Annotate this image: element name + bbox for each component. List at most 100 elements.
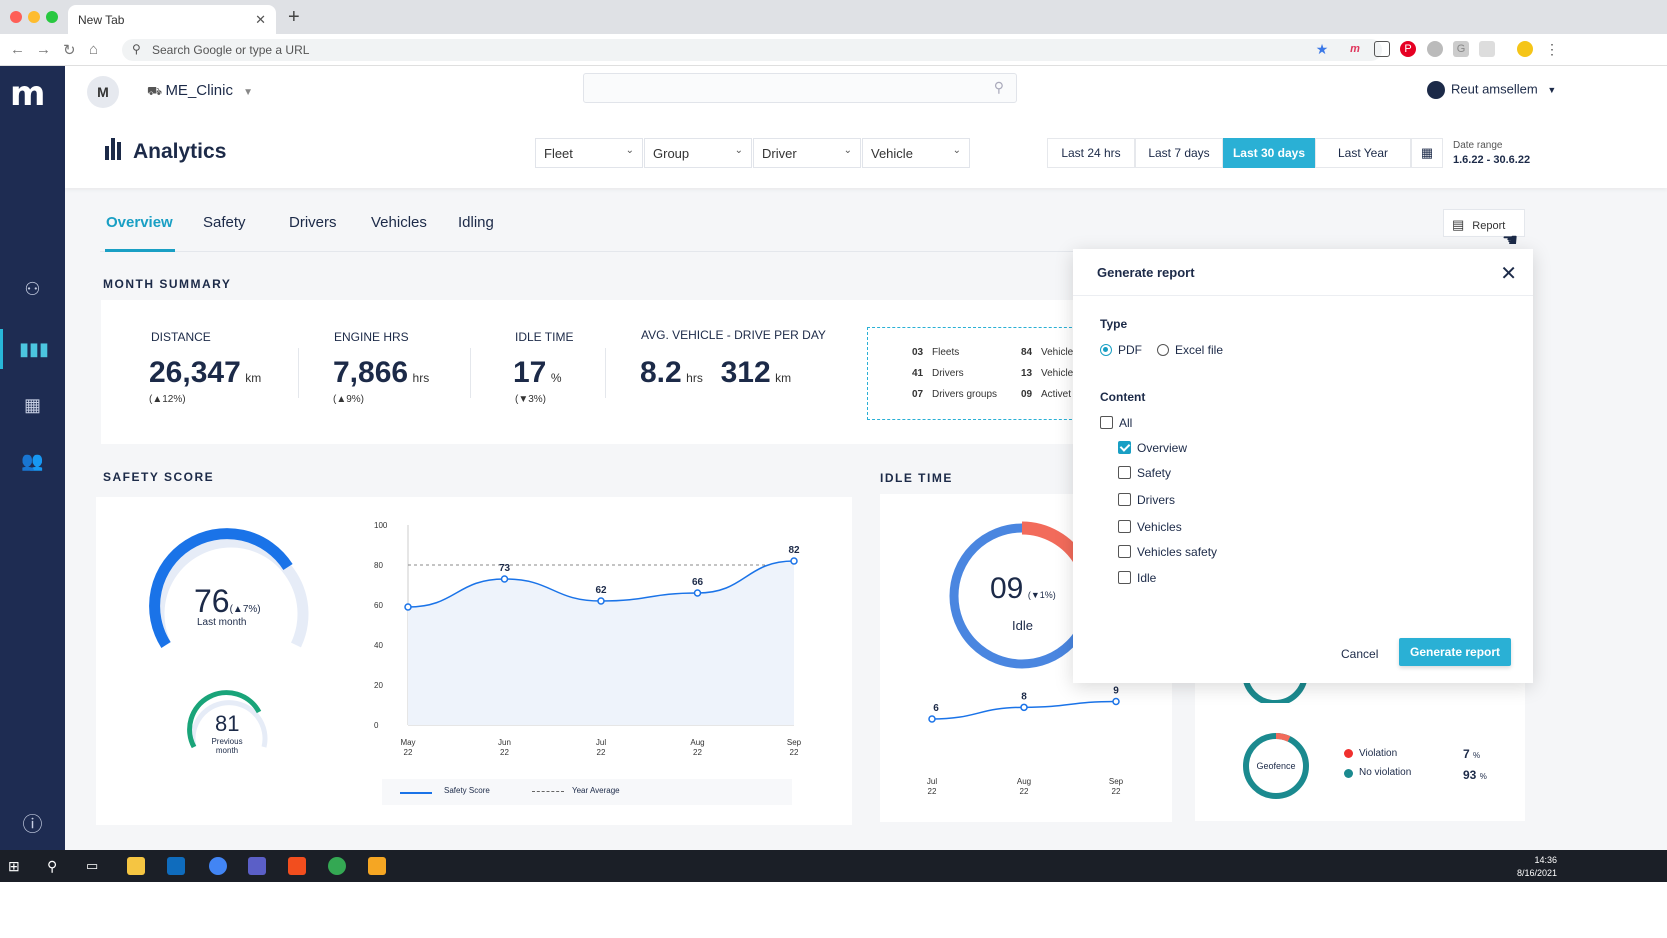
- x-tick-label: Aug: [1017, 777, 1031, 786]
- app-header: M ⛟ ME_Clinic ▼ ⚲ Reut amsellem ▼ Analyt…: [65, 66, 1667, 188]
- reload-icon[interactable]: ↻: [63, 42, 76, 59]
- y-tick-label: 80: [374, 561, 383, 570]
- report-button[interactable]: ▤ Report: [1443, 209, 1525, 237]
- safety-point: [500, 575, 509, 583]
- overview-checkbox[interactable]: Overview: [1118, 441, 1187, 455]
- maximize-window-icon[interactable]: [46, 11, 58, 23]
- logo-icon[interactable]: m: [10, 74, 45, 114]
- safety-checkbox[interactable]: Safety: [1118, 466, 1171, 480]
- nav-users-icon[interactable]: 👥: [21, 451, 44, 471]
- nav-info-icon[interactable]: ⓘ: [22, 814, 43, 836]
- x-tick-label-year: 22: [597, 748, 606, 757]
- month-summary-title: MONTH SUMMARY: [103, 277, 232, 291]
- chrome-icon[interactable]: [209, 857, 227, 875]
- cancel-button[interactable]: Cancel: [1341, 647, 1379, 661]
- clinic-selector[interactable]: ⛟ ME_Clinic ▼: [147, 82, 253, 100]
- vehicles-safety-checkbox[interactable]: Vehicles safety: [1118, 545, 1217, 559]
- avatar[interactable]: M: [87, 76, 119, 108]
- chevron-down-icon: ▼: [1547, 85, 1557, 96]
- chevron-down-icon: ⌄: [625, 145, 634, 156]
- type-excel-radio[interactable]: Excel file: [1157, 343, 1223, 357]
- violation-pct: 7: [1463, 747, 1470, 761]
- chrome-canary-icon[interactable]: [328, 857, 346, 875]
- teams-icon[interactable]: [248, 857, 266, 875]
- home-icon[interactable]: ⌂: [89, 41, 99, 58]
- tab-overview[interactable]: Overview: [106, 214, 173, 231]
- user-icon: [1427, 81, 1445, 99]
- tab-idling[interactable]: Idling: [458, 214, 494, 231]
- bookmark-star-icon[interactable]: ★: [1315, 41, 1329, 57]
- minimize-window-icon[interactable]: [28, 11, 40, 23]
- geofence-label: Geofence: [1256, 761, 1296, 771]
- extension-g-icon[interactable]: G: [1453, 41, 1469, 57]
- dialog-title: Generate report: [1097, 265, 1195, 280]
- driver-filter[interactable]: Driver ⌄: [753, 138, 861, 168]
- drivers-checkbox[interactable]: Drivers: [1118, 493, 1175, 507]
- extension-m-icon[interactable]: m: [1350, 43, 1360, 55]
- data-label: 73: [499, 563, 511, 574]
- radio-selected-icon: [1100, 344, 1112, 356]
- type-pdf-radio[interactable]: PDF: [1100, 343, 1142, 357]
- user-menu[interactable]: Reut amsellem ▼: [1427, 81, 1556, 99]
- clinic-name: ME_Clinic: [165, 82, 233, 99]
- nav-dashboard-icon[interactable]: ▦: [23, 395, 41, 415]
- back-icon[interactable]: ←: [10, 41, 25, 58]
- search-input[interactable]: ⚲: [583, 73, 1017, 103]
- extension-circle-icon[interactable]: [1427, 41, 1443, 57]
- no-violation-pct: 93: [1463, 768, 1477, 782]
- fleet-filter[interactable]: Fleet ⌄: [535, 138, 643, 168]
- range-30d[interactable]: Last 30 days: [1223, 138, 1315, 168]
- file-explorer-icon[interactable]: [127, 857, 145, 875]
- safety-score-card: 76(▲7%) Last month 81 Previous month 0 20…: [96, 497, 852, 825]
- range-24h[interactable]: Last 24 hrs: [1047, 138, 1135, 168]
- legend-line-dashed: [532, 791, 564, 792]
- task-view-icon[interactable]: ▭: [86, 858, 99, 873]
- browser-menu-icon[interactable]: ⋮: [1545, 41, 1559, 57]
- profile-avatar-icon[interactable]: [1517, 41, 1533, 57]
- count-label: Vehicle: [1041, 368, 1074, 379]
- range-year[interactable]: Last Year: [1315, 138, 1411, 168]
- tab-safety[interactable]: Safety: [203, 214, 246, 231]
- car-icon: ⛟: [147, 84, 166, 98]
- nav-analytics-icon[interactable]: ▮▮▮: [0, 329, 65, 369]
- range-7d[interactable]: Last 7 days: [1135, 138, 1223, 168]
- generate-report-button[interactable]: Generate report: [1399, 638, 1511, 666]
- previous-gauge-track: [190, 700, 268, 748]
- idle-checkbox[interactable]: Idle: [1118, 571, 1156, 585]
- figma-icon[interactable]: [288, 857, 306, 875]
- sketch-icon[interactable]: [368, 857, 386, 875]
- tab-vehicles[interactable]: Vehicles: [371, 214, 427, 231]
- engine-label: ENGINE HRS: [334, 330, 409, 344]
- new-tab-icon[interactable]: +: [288, 6, 300, 28]
- forward-icon[interactable]: →: [36, 41, 51, 58]
- safety-gauge: [149, 528, 309, 648]
- extension-chat-icon[interactable]: [1479, 41, 1495, 57]
- browser-tab[interactable]: New Tab ✕: [68, 5, 276, 35]
- vehicles-checkbox[interactable]: Vehicles: [1118, 520, 1182, 534]
- x-tick-label: May: [400, 738, 415, 747]
- all-checkbox[interactable]: All: [1100, 416, 1132, 430]
- outlook-icon[interactable]: [167, 857, 185, 875]
- close-icon[interactable]: ✕: [1500, 263, 1517, 285]
- extension-screen-icon[interactable]: [1374, 41, 1390, 57]
- pinterest-icon[interactable]: P: [1400, 41, 1416, 57]
- close-tab-icon[interactable]: ✕: [255, 12, 266, 27]
- tab-drivers[interactable]: Drivers: [289, 214, 337, 231]
- address-input[interactable]: ⚲ Search Google or type a URL: [122, 39, 1382, 61]
- idle-label: Idle: [1137, 571, 1157, 585]
- data-label: 62: [595, 585, 607, 596]
- calendar-icon[interactable]: ▦: [1411, 138, 1443, 168]
- windows-start-icon[interactable]: ⊞: [8, 858, 20, 874]
- search-icon[interactable]: ⚲: [47, 858, 58, 874]
- group-filter[interactable]: Group ⌄: [644, 138, 752, 168]
- count-label: Activet: [1041, 389, 1072, 400]
- nav-map-icon[interactable]: ⚇: [24, 279, 41, 299]
- engine-number: 7,866: [333, 356, 409, 389]
- data-label: 6: [933, 703, 939, 714]
- vehicle-filter[interactable]: Vehicle ⌄: [862, 138, 970, 168]
- type-pdf-label: PDF: [1118, 343, 1142, 357]
- close-window-icon[interactable]: [10, 11, 22, 23]
- percent-sign: %: [1479, 772, 1487, 781]
- safety-score-change: (▲7%): [229, 604, 261, 615]
- previous-gauge-fill: [187, 690, 262, 749]
